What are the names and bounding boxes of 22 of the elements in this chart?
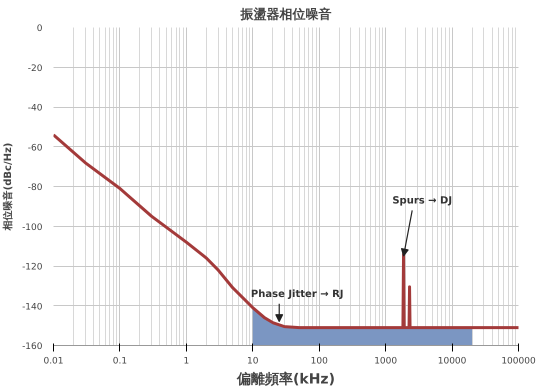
x-tick-label: 0.1 bbox=[112, 356, 128, 366]
annotation: Phase Jitter → RJ bbox=[250, 288, 344, 300]
x-tick-label: 1000 bbox=[374, 356, 398, 366]
annotation: Spurs → DJ bbox=[392, 195, 452, 206]
x-tick-label: 10000 bbox=[438, 356, 467, 366]
x-tick-label: 100 bbox=[310, 356, 328, 366]
x-tick-label: 100000 bbox=[501, 356, 536, 366]
y-axis-title: 相位噪音(dBc/Hz) bbox=[2, 142, 14, 232]
x-tick-label: 0.01 bbox=[43, 356, 64, 366]
y-tick-label: 0 bbox=[36, 24, 43, 34]
chart-title: 振盪器相位噪音 bbox=[240, 6, 332, 22]
y-tick-label: -40 bbox=[28, 104, 43, 114]
y-tick-label: -60 bbox=[28, 143, 43, 154]
x-tick-label: 10 bbox=[247, 356, 259, 366]
y-tick-label: -80 bbox=[28, 183, 43, 193]
y-tick-label: -100 bbox=[22, 222, 43, 233]
y-tick-label: -160 bbox=[22, 342, 43, 352]
y-tick-label: -140 bbox=[22, 302, 43, 312]
y-tick-label: -20 bbox=[28, 64, 43, 74]
y-tick-label: -120 bbox=[22, 262, 43, 272]
x-axis-title: 偏離頻率(kHz) bbox=[236, 370, 335, 388]
x-tick-label: 1 bbox=[183, 356, 190, 366]
